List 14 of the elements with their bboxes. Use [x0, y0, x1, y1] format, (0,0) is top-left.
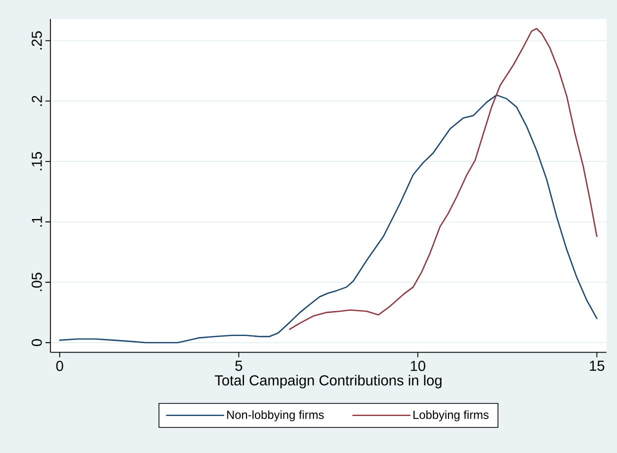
y-tick-label: .2	[32, 96, 42, 106]
y-tick-label: .1	[32, 216, 42, 227]
legend-label: Lobbying firms	[413, 410, 489, 422]
y-tick-label: .05	[32, 272, 42, 291]
legend-label: Non-lobbying firms	[227, 410, 324, 422]
x-tick-label: 5	[235, 360, 242, 371]
x-tick-label: 10	[410, 360, 426, 372]
x-tick-label: 0	[56, 360, 64, 372]
x-axis-title: Total Campaign Contributions in log	[214, 374, 442, 388]
line-series	[288, 28, 598, 330]
y-tick-label: .25	[32, 31, 42, 50]
y-tick-label: .15	[32, 152, 42, 170]
x-tick-label: 15	[590, 360, 604, 371]
y-tick-label: 0	[32, 339, 42, 346]
